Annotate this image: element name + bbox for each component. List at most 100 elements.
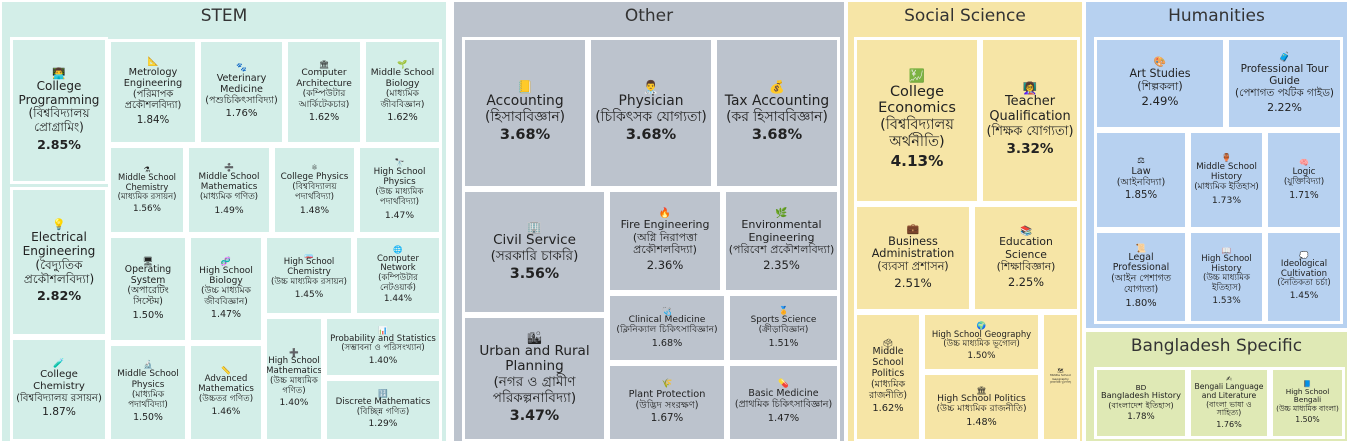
tile-college-physics[interactable]: ⚛ College Physics (বিশ্ববিদ্যালয় পদার্থব… [272,145,357,235]
professional-tour-guide-icon: 🧳 [1278,52,1291,64]
tile-high-school-physics[interactable]: 🔭 High School Physics (উচ্চ মাধ্যমিক পদার… [357,145,442,235]
art-studies-icon: 🎨 [1153,56,1167,68]
group-title: Other [624,6,674,26]
logic-icon: 🧠 [1299,158,1309,168]
tile-law[interactable]: ⚖ Law (আইনবিদ্যা) 1.85% [1094,130,1188,230]
tile-probability-and-statistics[interactable]: 📊 Probability and Statistics (সম্ভাবনা ও … [324,316,442,378]
tile-middle-school-geography[interactable]: 🗺 Middle School Geography (মাধ্যমিক ভূগোল… [1041,312,1080,442]
group-other: Other 📒 Accounting (হিসাববিজ্ঞান) 3.68% 👨‍⚕️… [452,0,846,443]
tile-high-school-bengali[interactable]: 📘 High School Bengali (উচ্চ মাধ্যমিক বাংল… [1270,367,1345,439]
computer-architecture-icon: 🏛 [318,59,330,70]
tile-value: 4.13% [890,152,944,171]
tile-teacher-qualification[interactable]: 👩‍🏫 Teacher Qualification (শিক্ষক যোগ্যতা… [980,37,1080,204]
tile-bengali-language-and-literature[interactable]: ✍ Bengali Language and Literature (বাংলা … [1188,367,1270,439]
tile-value: 3.68% [751,127,803,144]
tile-high-school-geography[interactable]: 🌍 High School Geography (উচ্চ মাধ্যমিক ভূ… [922,312,1041,372]
tile-professional-tour-guide[interactable]: 🧳 Professional Tour Guide (পেশাগত পর্যটক … [1226,37,1343,130]
tile-value: 2.49% [1141,94,1179,109]
tile-middle-school-chemistry[interactable]: ⚗ Middle School Chemistry (মাধ্যমিক রসায়… [108,145,186,235]
tile-business-administration[interactable]: 💼 Business Administration (ব্যবসা প্রশাসন… [854,204,972,312]
tile-label: Operating System (অপারেটিং সিস্টেম) [124,263,172,307]
tile-label: Accounting (হিসাববিজ্ঞান) [484,92,565,125]
business-administration-icon: 💼 [906,224,920,236]
tile-college-programming[interactable]: 👨‍💻 College Programming (বিশ্ববিদ্যালয় প… [10,37,108,184]
tile-value: 1.62% [872,403,904,415]
tile-metrology-engineering[interactable]: 📐 Metrology Engineering (পরিমাপক প্রকৌশলব… [108,39,198,145]
basic-medicine-icon: 💊 [778,379,789,390]
tile-middle-school-physics[interactable]: 🔬 Middle School Physics (মাধ্যমিক পদার্থব… [108,343,188,442]
tile-high-school-chemistry[interactable]: 🧫 High School Chemistry (উচ্চ মাধ্যমিক রস… [264,235,354,316]
tile-civil-service[interactable]: 🏢 Civil Service (সরকারি চাকরি) 3.56% [462,189,607,315]
tile-value: 1.40% [279,398,309,409]
tile-advanced-mathematics[interactable]: 📏 Advanced Mathematics (উচ্চতর গণিত) 1.46% [188,343,264,442]
tile-label: Business Administration (ব্যবসা প্রশাসন) [871,234,955,274]
college-physics-icon: ⚛ [310,163,319,173]
tile-label: Bengali Language and Literature (বাংলা ভ… [1194,381,1264,418]
tile-clinical-medicine[interactable]: 🩺 Clinical Medicine (ক্লিনিক্যাল চিকিৎসাব… [607,293,727,363]
tile-accounting[interactable]: 📒 Accounting (হিসাববিজ্ঞান) 3.68% [462,37,588,189]
tile-high-school-politics[interactable]: 🏛 High School Politics (উচ্চ মাধ্যমিক রাজ… [922,372,1041,442]
tile-legal-professional[interactable]: 📜 Legal Professional (আইন পেশাগত যোগ্যতা)… [1094,230,1188,324]
computer-network-icon: 🌐 [393,244,403,254]
tile-physician[interactable]: 👨‍⚕️ Physician (চিকিৎসক যোগ্যতা) 3.68% [588,37,714,189]
tile-label: Middle School Politics (মাধ্যমিক রাজনীতি… [869,346,907,401]
middle-school-physics-icon: 🔬 [143,360,153,370]
middle-school-history-icon: 🏺 [1221,153,1232,163]
tile-bangladesh-history[interactable]: BD Bangladesh History (বাংলাদেশ ইতিহাস) 1.… [1094,367,1188,439]
tile-middle-school-history[interactable]: 🏺 Middle School History (মাধ্যমিক ইতিহাস)… [1188,130,1265,230]
tile-value: 1.62% [387,112,418,124]
tile-value: 1.56% [133,203,161,214]
tile-high-school-biology[interactable]: 🧬 High School Biology (উচ্চ মাধ্যমিক জীবব… [188,235,264,343]
tile-high-school-mathematics[interactable]: ➕ High School Mathematics (উচ্চ মাধ্যমিক … [264,316,324,442]
tile-label: High School Bengali (উচ্চ মাধ্যমিক বাংলা… [1276,387,1339,413]
probability-and-statistics-icon: 📊 [378,325,388,335]
tile-middle-school-politics[interactable]: 🗳 Middle School Politics (মাধ্যমিক রাজনীত… [854,312,922,442]
high-school-geography-icon: 🌍 [976,321,987,331]
tile-label: High School Mathematics (উচ্চ মাধ্যমিক গ… [266,356,323,397]
tile-computer-architecture[interactable]: 🏛 Computer Architecture (কম্পিউটার আর্কিট… [285,39,363,145]
tile-basic-medicine[interactable]: 💊 Basic Medicine (প্রাথমিক চিকিৎসাবিজ্ঞান… [727,363,840,442]
tile-veterinary-medicine[interactable]: 🐾 Veterinary Medicine (পশুচিকিৎসাবিদ্যা) 1… [198,39,285,145]
tile-logic[interactable]: 🧠 Logic (যুক্তিবিদ্যা) 1.71% [1265,130,1343,230]
tile-label: Discrete Mathematics (বিচ্ছিন্ন গণিত) [335,397,431,418]
tile-environmental-engineering[interactable]: 🌿 Environmental Engineering (পরিবেশ প্রকৌ… [723,189,840,293]
tile-tax-accounting[interactable]: 💰 Tax Accounting (কর হিসাববিজ্ঞান) 3.68% [714,37,840,189]
tile-label: Ideological Cultivation (নৈতিকতা চর্চা) [1277,258,1331,289]
tile-value: 1.44% [383,294,413,305]
tile-label: Clinical Medicine (ক্লিনিক্যাল চিকিৎসাবি… [616,313,718,336]
tile-electrical-engineering[interactable]: 💡 Electrical Engineering (বৈদ্যুতিক প্রকৌ… [10,187,108,337]
tile-value: 1.68% [651,337,683,349]
accounting-icon: 📒 [517,79,533,95]
tile-urban-and-rural-planning[interactable]: 🏙 Urban and Rural Planning (নগর ও গ্রামীণ… [462,315,607,442]
tile-college-economics[interactable]: 💹 College Economics (বিশ্ববিদ্যালয় অর্থন… [854,37,980,204]
urban-and-rural-planning-icon: 🏙 [526,330,543,345]
tile-value: 1.47% [767,412,800,424]
tile-label: Professional Tour Guide (পেশাগত পর্যটক গ… [1235,62,1334,99]
group-bangladesh: Bangladesh Specific BD Bangladesh History … [1084,330,1349,443]
tile-label: Plant Protection (উদ্ভিদ সংরক্ষণ) [628,388,706,411]
tile-computer-network[interactable]: 🌐 Computer Network (কম্পিউটার নেটওয়ার্ক)… [354,235,442,316]
tile-label: Metrology Engineering (পরিমাপক প্রকৌশলবি… [123,66,183,112]
electrical-engineering-icon: 💡 [52,218,66,232]
tile-ideological-cultivation[interactable]: 💭 Ideological Cultivation (নৈতিকতা চর্চা)… [1265,230,1343,324]
tile-value: 1.50% [133,412,163,424]
tile-value: 1.73% [1211,194,1242,206]
middle-school-politics-icon: 🗳 [882,337,894,348]
tile-plant-protection[interactable]: 🌾 Plant Protection (উদ্ভিদ সংরক্ষণ) 1.67% [607,363,727,442]
tile-middle-school-biology[interactable]: 🌱 Middle School Biology (মাধ্যমিক জীববিজ্… [363,39,442,145]
tile-operating-system[interactable]: 🖥 Operating System (অপারেটিং সিস্টেম) 1.50… [108,235,188,343]
tile-middle-school-mathematics[interactable]: ➗ Middle School Mathematics (মাধ্যমিক গণি… [186,145,272,235]
tile-value: 1.53% [1212,296,1241,306]
tile-education-science[interactable]: 📚 Education Science (শিক্ষাবিজ্ঞান) 2.25% [972,204,1080,312]
tile-college-chemistry[interactable]: 🧪 College Chemistry (বিশ্ববিদ্যালয় রসায়… [10,337,108,442]
tile-art-studies[interactable]: 🎨 Art Studies (শিল্পকলা) 2.49% [1094,37,1226,130]
tile-high-school-history[interactable]: 📖 High School History (উচ্চ মাধ্যমিক ইতিহ… [1188,230,1265,324]
tile-discrete-mathematics[interactable]: 🔢 Discrete Mathematics (বিচ্ছিন্ন গণিত) 1.… [324,378,442,442]
tile-sports-science[interactable]: 🏅 Sports Science (ক্রীড়াবিজ্ঞান) 1.51% [727,293,840,363]
tile-fire-engineering[interactable]: 🔥 Fire Engineering (অগ্নি নিরাপত্তা প্রকৌ… [607,189,723,293]
high-school-bengali-icon: 📘 [1303,380,1312,389]
tile-label: Middle School Biology (মাধ্যমিক জীববিজ্ঞ… [370,68,435,110]
tile-label: College Economics (বিশ্ববিদ্যালয় অর্থনী… [878,83,956,150]
tile-label: Art Studies (শিল্পকলা) [1129,66,1191,93]
tile-label: Middle School Geography (মাধ্যমিক ভূগোল) [1049,373,1072,385]
